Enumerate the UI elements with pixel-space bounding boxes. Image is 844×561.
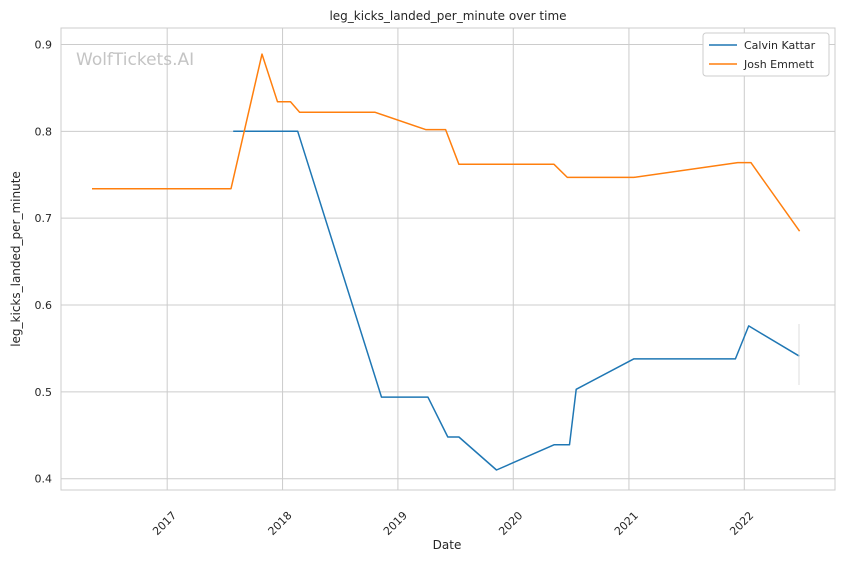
series-line-1 — [92, 53, 801, 232]
series-layer — [92, 53, 801, 471]
legend-frame — [702, 32, 830, 77]
grid — [61, 28, 835, 490]
y-tick-labels: 0.4 0.5 0.6 0.7 0.8 0.9 — [35, 39, 53, 486]
x-axis-label: Date — [433, 538, 462, 552]
legend-label: Josh Emmett — [743, 58, 815, 71]
y-axis-label: leg_kicks_landed_per_minute — [9, 171, 23, 347]
legend: Calvin Kattar Josh Emmett — [702, 32, 830, 77]
chart-title: leg_kicks_landed_per_minute over time — [329, 9, 566, 23]
y-tick-label: 0.6 — [35, 299, 53, 312]
series-line-0 — [233, 130, 800, 471]
plot-frame — [60, 27, 836, 491]
y-tick-label: 0.4 — [35, 473, 53, 486]
watermark: WolfTickets.AI — [76, 50, 194, 70]
y-tick-label: 0.8 — [35, 125, 53, 138]
y-tick-label: 0.7 — [35, 212, 53, 225]
y-tick-label: 0.9 — [35, 39, 53, 52]
legend-label: Calvin Kattar — [744, 39, 816, 52]
y-tick-label: 0.5 — [35, 386, 53, 399]
